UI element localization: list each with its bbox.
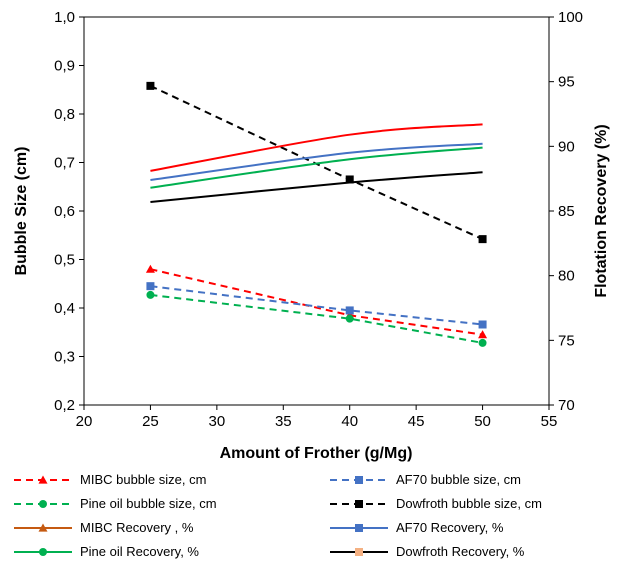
legend-marker bbox=[38, 475, 48, 484]
plot-area bbox=[83, 16, 550, 406]
x-axis-ticks: 20 25 30 35 40 45 50 55 bbox=[76, 405, 558, 430]
legend-marker bbox=[355, 476, 363, 484]
x-tick-label: 50 bbox=[474, 413, 491, 430]
data-point bbox=[146, 290, 155, 299]
legend-label: Pine oil Recovery, % bbox=[80, 544, 199, 559]
series-line bbox=[150, 171, 483, 203]
x-tick-label: 45 bbox=[408, 413, 425, 430]
y2-tick-label: 85 bbox=[558, 203, 575, 220]
data-point bbox=[345, 314, 354, 323]
x-tick-label: 25 bbox=[142, 413, 159, 430]
series-1 bbox=[146, 282, 487, 329]
x-tick-label: 20 bbox=[76, 413, 93, 430]
y-tick-label: 0,9 bbox=[54, 58, 75, 75]
legend-item: Pine oil bubble size, cm bbox=[14, 496, 217, 511]
y2-tick-label: 90 bbox=[558, 138, 575, 155]
data-point bbox=[478, 320, 487, 329]
legend: MIBC bubble size, cm AF70 bubble size, cm… bbox=[14, 472, 542, 559]
legend-marker bbox=[39, 548, 47, 556]
series-4 bbox=[150, 123, 483, 172]
legend-item: AF70 bubble size, cm bbox=[330, 472, 521, 487]
legend-marker bbox=[38, 523, 48, 532]
legend-marker bbox=[355, 500, 363, 508]
series-line bbox=[150, 123, 483, 172]
legend-item: Pine oil Recovery, % bbox=[14, 544, 199, 559]
y-tick-label: 0,2 bbox=[54, 397, 75, 414]
data-point bbox=[478, 338, 487, 347]
legend-item: AF70 Recovery, % bbox=[330, 520, 504, 535]
legend-label: Pine oil bubble size, cm bbox=[80, 496, 217, 511]
data-point bbox=[146, 282, 155, 291]
y-tick-label: 0,6 bbox=[54, 203, 75, 220]
series-3 bbox=[146, 81, 487, 244]
data-point bbox=[478, 330, 488, 339]
series-7 bbox=[150, 171, 483, 203]
y2-tick-label: 75 bbox=[558, 332, 575, 349]
x-tick-label: 35 bbox=[275, 413, 292, 430]
y-tick-label: 1,0 bbox=[54, 9, 75, 26]
series-line bbox=[150, 293, 483, 344]
legend-marker bbox=[39, 500, 47, 508]
series-line bbox=[150, 84, 483, 241]
data-point bbox=[145, 264, 155, 273]
legend-label: MIBC bubble size, cm bbox=[80, 472, 206, 487]
series-line bbox=[150, 268, 483, 336]
legend-marker bbox=[355, 524, 363, 532]
x-axis-title: Amount of Frother (g/Mg) bbox=[220, 445, 413, 462]
legend-item: MIBC Recovery , % bbox=[14, 520, 194, 535]
legend-label: MIBC Recovery , % bbox=[80, 520, 194, 535]
y-tick-label: 0,8 bbox=[54, 106, 75, 123]
series-6 bbox=[150, 146, 483, 189]
legend-item: Dowfroth Recovery, % bbox=[330, 544, 525, 559]
y2-tick-label: 100 bbox=[558, 9, 583, 26]
series-5 bbox=[150, 142, 483, 181]
y-tick-label: 0,5 bbox=[54, 252, 75, 269]
series-line bbox=[150, 146, 483, 189]
legend-label: Dowfroth Recovery, % bbox=[396, 544, 525, 559]
y2-axis-ticks: 70 75 80 85 90 95 100 bbox=[549, 9, 583, 414]
y-axis-title: Bubble Size (cm) bbox=[13, 147, 30, 276]
y2-tick-label: 80 bbox=[558, 268, 575, 285]
series-0 bbox=[145, 264, 488, 339]
y-tick-label: 0,3 bbox=[54, 349, 75, 366]
x-tick-label: 40 bbox=[341, 413, 358, 430]
y-tick-label: 0,4 bbox=[54, 300, 75, 317]
legend-item: Dowfroth bubble size, cm bbox=[330, 496, 542, 511]
data-point bbox=[345, 175, 354, 184]
legend-marker bbox=[355, 548, 363, 556]
series-2 bbox=[146, 290, 487, 347]
x-tick-label: 55 bbox=[541, 413, 558, 430]
y2-tick-label: 70 bbox=[558, 397, 575, 414]
data-point bbox=[478, 235, 487, 244]
data-point bbox=[146, 81, 155, 90]
series-line bbox=[150, 142, 483, 181]
legend-label: AF70 Recovery, % bbox=[396, 520, 504, 535]
y-tick-label: 0,7 bbox=[54, 155, 75, 172]
series-layer bbox=[145, 81, 488, 347]
x-tick-label: 30 bbox=[209, 413, 226, 430]
y2-axis-title: Flotation Recovery (%) bbox=[593, 124, 610, 297]
legend-item: MIBC bubble size, cm bbox=[14, 472, 206, 487]
data-point bbox=[345, 306, 354, 315]
y-axis-ticks: 0,2 0,3 0,4 0,5 0,6 0,7 0,8 0,9 1,0 bbox=[54, 9, 84, 414]
legend-label: AF70 bubble size, cm bbox=[396, 472, 521, 487]
series-line bbox=[150, 285, 483, 326]
y2-tick-label: 95 bbox=[558, 74, 575, 91]
legend-label: Dowfroth bubble size, cm bbox=[396, 496, 542, 511]
